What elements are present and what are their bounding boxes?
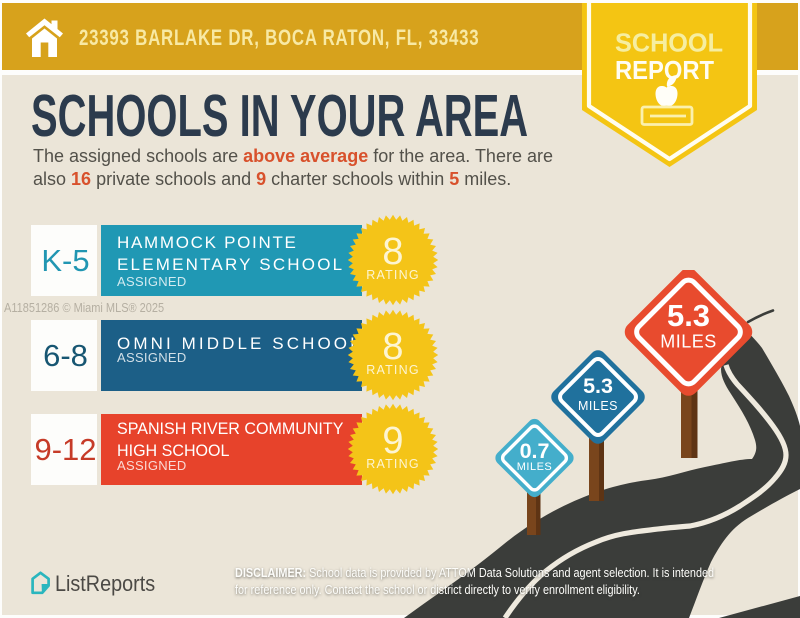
svg-text:MILES: MILES xyxy=(517,461,553,473)
svg-text:MILES: MILES xyxy=(660,332,717,352)
svg-text:MILES: MILES xyxy=(578,399,618,413)
svg-text:5.3: 5.3 xyxy=(667,298,710,333)
svg-text:SCHOOL: SCHOOL xyxy=(615,28,723,58)
svg-text:5.3: 5.3 xyxy=(583,374,613,398)
svg-text:REPORT: REPORT xyxy=(615,55,714,85)
svg-text:0.7: 0.7 xyxy=(520,439,550,463)
